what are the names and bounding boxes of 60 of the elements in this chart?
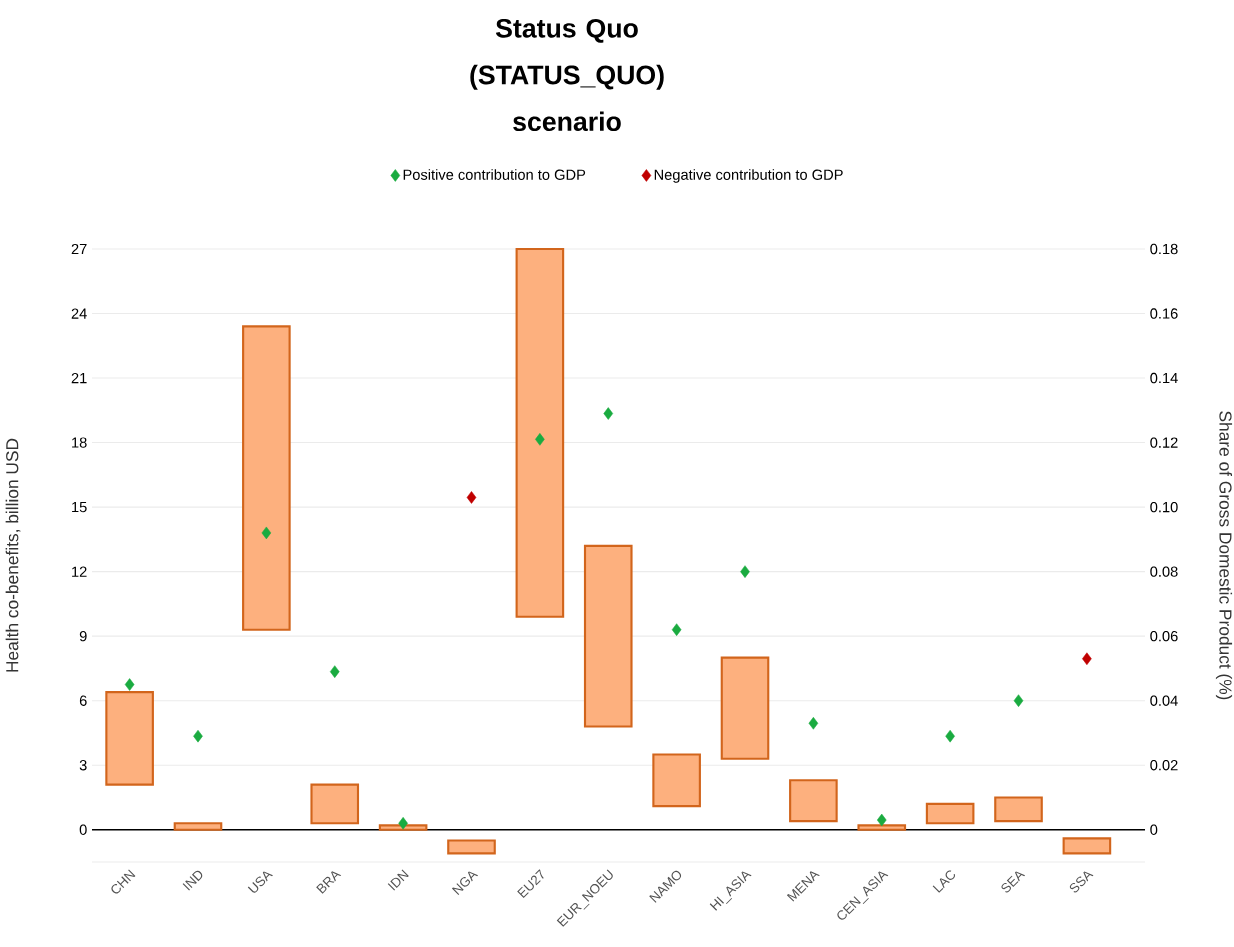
- y2-tick-label: 0: [1150, 824, 1158, 835]
- point: [808, 716, 819, 730]
- y2-tick-label: 0.06: [1150, 630, 1178, 642]
- x-tick-label: SSA: [1069, 871, 1094, 893]
- point: [329, 665, 340, 678]
- legend-label: Negative contribution to GDP: [654, 169, 843, 183]
- bar: [105, 691, 154, 786]
- x-tick-label: IND: [182, 870, 203, 891]
- y-axis-title: Health co-benefits, billion USD: [5, 438, 21, 672]
- y-tick-label: 27: [71, 243, 87, 255]
- x-tick-label: IDN: [387, 869, 409, 891]
- point: [1013, 694, 1024, 707]
- point: [535, 433, 545, 446]
- bar: [173, 822, 223, 831]
- bar: [515, 247, 565, 618]
- point: [398, 817, 408, 830]
- y2-tick-label: 0.04: [1150, 695, 1178, 706]
- y2-axis-title: Share of Gross Domestic Product (%): [1215, 411, 1233, 700]
- bar: [310, 783, 360, 825]
- point: [1082, 652, 1092, 666]
- y-tick-label: 21: [71, 372, 87, 384]
- bar: [447, 839, 496, 855]
- bar: [242, 325, 291, 631]
- point: [193, 729, 203, 743]
- point: [671, 623, 682, 636]
- bar: [378, 824, 428, 831]
- x-tick-label: USA: [247, 871, 273, 893]
- point: [124, 678, 135, 691]
- x-tick-label: SEA: [1001, 871, 1026, 893]
- bar: [720, 656, 770, 760]
- point: [876, 813, 887, 827]
- y2-tick-label: 0.18: [1150, 243, 1178, 255]
- y-tick-label: 12: [72, 566, 87, 577]
- point: [261, 526, 272, 540]
- bar: [583, 544, 633, 728]
- y-tick-label: 6: [79, 695, 87, 706]
- point: [603, 407, 614, 420]
- y-tick-label: 15: [72, 502, 87, 513]
- y2-tick-label: 0.12: [1150, 437, 1178, 448]
- y2-tick-label: 0.08: [1150, 566, 1178, 577]
- bar: [652, 753, 701, 808]
- bar: [857, 824, 907, 831]
- y-tick-label: 3: [79, 760, 87, 771]
- y2-tick-label: 0.16: [1150, 308, 1178, 319]
- bar: [994, 796, 1043, 823]
- y2-tick-label: 0.14: [1150, 372, 1178, 384]
- point: [945, 729, 955, 743]
- bar: [789, 779, 838, 823]
- bar: [925, 802, 975, 825]
- y2-tick-label: 0.10: [1150, 501, 1178, 513]
- chart-title: Status Quo (STATUS_QUO) scenario: [470, 18, 664, 132]
- point: [466, 491, 477, 504]
- legend-label: Positive contribution to GDP: [403, 169, 586, 180]
- y2-tick-label: 0.02: [1150, 760, 1178, 771]
- y-tick-label: 0: [79, 824, 87, 835]
- y-tick-label: 9: [79, 630, 87, 642]
- point: [740, 565, 750, 578]
- y-tick-label: 18: [72, 437, 87, 448]
- y-tick-label: 24: [71, 308, 87, 319]
- bar: [1062, 837, 1112, 855]
